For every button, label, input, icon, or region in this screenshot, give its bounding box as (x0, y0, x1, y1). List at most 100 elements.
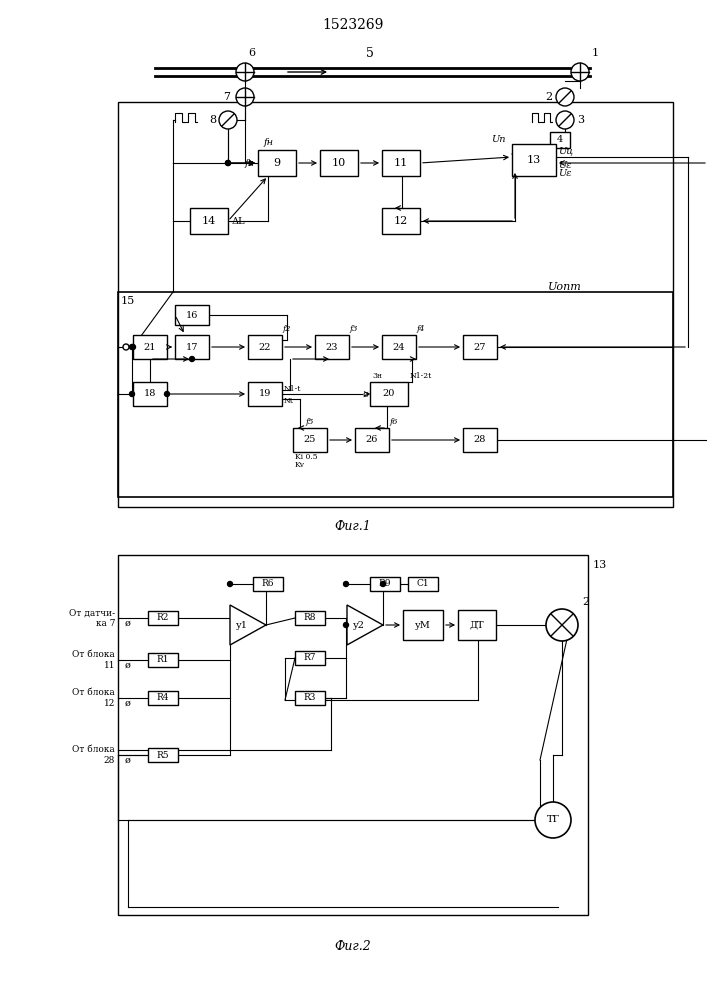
Text: От блока
12: От блока 12 (72, 688, 115, 708)
Bar (382, 208, 420, 234)
Circle shape (344, 582, 349, 586)
Text: От датчи-
ка 7: От датчи- ка 7 (69, 608, 115, 628)
Circle shape (219, 111, 237, 129)
Text: 12: 12 (394, 216, 408, 226)
Circle shape (236, 88, 254, 106)
Text: fп: fп (244, 158, 254, 167)
Bar (463, 428, 497, 452)
Polygon shape (230, 605, 266, 645)
Circle shape (556, 111, 574, 129)
Text: От блока
11: От блока 11 (72, 650, 115, 670)
Bar (463, 335, 497, 359)
Text: 2: 2 (545, 92, 552, 102)
Text: 13: 13 (527, 155, 541, 165)
Bar (190, 208, 228, 234)
Bar (148, 691, 178, 705)
Circle shape (228, 582, 233, 586)
Text: R5: R5 (157, 750, 169, 760)
Circle shape (535, 802, 571, 838)
Polygon shape (347, 605, 383, 645)
Text: R2: R2 (157, 613, 169, 622)
Text: 11: 11 (394, 158, 408, 168)
Text: ø: ø (363, 389, 369, 398)
Text: f3: f3 (350, 325, 358, 333)
Circle shape (571, 63, 589, 81)
Circle shape (226, 160, 230, 165)
Text: 24: 24 (393, 342, 405, 352)
Text: 1523269: 1523269 (322, 18, 384, 32)
Text: 19: 19 (259, 389, 271, 398)
Text: f6: f6 (390, 418, 399, 426)
Bar (550, 132, 570, 148)
Text: 22: 22 (259, 342, 271, 352)
Text: 3н: 3н (372, 372, 382, 380)
Circle shape (129, 391, 134, 396)
Bar (370, 577, 400, 591)
Text: R7: R7 (304, 654, 316, 662)
Text: 1: 1 (592, 48, 599, 58)
Text: ø: ø (125, 660, 131, 670)
Bar (458, 610, 496, 640)
Bar (118, 292, 673, 497)
Text: f4: f4 (417, 325, 426, 333)
Bar (175, 305, 209, 325)
Text: От блока
28: От блока 28 (72, 745, 115, 765)
Text: 4: 4 (557, 135, 563, 144)
Text: у1: у1 (236, 620, 248, 630)
Text: 2: 2 (582, 597, 589, 607)
Text: Uп: Uп (491, 134, 506, 143)
Circle shape (236, 63, 254, 81)
Text: Фиг.2: Фиг.2 (334, 940, 371, 953)
Bar (148, 653, 178, 667)
Bar (248, 382, 282, 406)
Text: f2: f2 (283, 325, 291, 333)
Text: 7: 7 (223, 92, 230, 102)
Text: 5: 5 (366, 47, 374, 60)
Text: Ki 0.5: Ki 0.5 (295, 453, 317, 461)
Text: ΔL: ΔL (232, 217, 245, 226)
Text: 28: 28 (474, 436, 486, 444)
Bar (118, 102, 673, 507)
Bar (133, 335, 167, 359)
Text: 8: 8 (209, 115, 216, 125)
Text: 21: 21 (144, 342, 156, 352)
Text: ø: ø (125, 618, 131, 628)
Text: 16: 16 (186, 310, 198, 320)
Text: R6: R6 (262, 580, 274, 588)
Circle shape (344, 622, 349, 628)
Text: R9: R9 (379, 580, 391, 588)
Circle shape (165, 391, 170, 396)
Text: Uε: Uε (558, 168, 571, 178)
Bar (355, 428, 389, 452)
Text: 13: 13 (593, 560, 607, 570)
Bar (133, 382, 167, 406)
Text: f5: f5 (305, 418, 314, 426)
Text: 15: 15 (121, 296, 135, 306)
Bar (408, 577, 438, 591)
Text: 25: 25 (304, 436, 316, 444)
Circle shape (546, 609, 578, 641)
Bar (148, 611, 178, 625)
Text: fн: fн (264, 138, 274, 147)
Bar (295, 691, 325, 705)
Bar (148, 748, 178, 762)
Bar (248, 335, 282, 359)
Circle shape (123, 344, 129, 350)
Text: 10: 10 (332, 158, 346, 168)
Text: 14: 14 (202, 216, 216, 226)
Bar (118, 555, 588, 915)
Text: уМ: уМ (415, 620, 431, 630)
Text: Uц: Uц (558, 146, 573, 155)
Text: 17: 17 (186, 342, 198, 352)
Bar (258, 150, 296, 176)
Text: у2: у2 (353, 620, 365, 630)
Circle shape (226, 160, 230, 165)
Text: 26: 26 (366, 436, 378, 444)
Text: ø: ø (125, 698, 131, 708)
Text: ТГ: ТГ (547, 816, 559, 824)
Text: N1-2t: N1-2t (410, 372, 432, 380)
Text: Kv: Kv (295, 461, 305, 469)
Text: N1-t: N1-t (284, 385, 301, 393)
Bar (295, 611, 325, 625)
Bar (315, 335, 349, 359)
